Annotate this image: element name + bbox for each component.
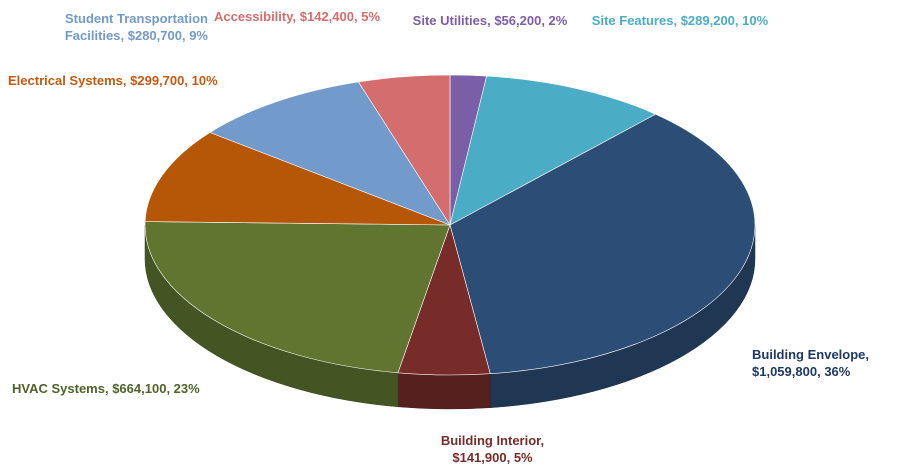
slice-top bbox=[449, 75, 657, 226]
label-percent: 36% bbox=[824, 364, 851, 379]
label-category: Student Transportation Facilities bbox=[64, 11, 208, 43]
label-separator: , bbox=[734, 13, 743, 28]
label-separator: , bbox=[181, 28, 190, 43]
label-value: $289,200 bbox=[680, 13, 735, 28]
slice-top bbox=[144, 221, 451, 374]
label-separator: , bbox=[506, 450, 514, 465]
label-percent: 23% bbox=[173, 381, 200, 396]
data-label: Student Transportation Facilities, $280,… bbox=[12, 10, 208, 44]
label-category: Building Interior bbox=[440, 433, 541, 448]
label-value: $1,059,800 bbox=[752, 364, 818, 379]
label-value: $141,900 bbox=[452, 450, 507, 465]
label-value: $142,400 bbox=[299, 9, 354, 24]
label-separator: , bbox=[122, 73, 131, 88]
label-percent: 5% bbox=[361, 9, 381, 24]
data-label: HVAC Systems, $664,100, 23% bbox=[12, 380, 202, 397]
slice-top bbox=[449, 113, 756, 375]
label-percent: 9% bbox=[189, 28, 208, 43]
slice-top bbox=[144, 132, 451, 226]
label-value: $664,100 bbox=[112, 381, 167, 396]
label-separator: , bbox=[292, 9, 300, 24]
label-category: Accessibility bbox=[213, 9, 293, 24]
label-percent: 5% bbox=[513, 450, 533, 465]
label-separator: , bbox=[184, 73, 192, 88]
data-label: Building Envelope, $1,059,800, 36% bbox=[752, 346, 902, 380]
slice bbox=[357, 74, 451, 227]
label-separator: , bbox=[166, 381, 174, 396]
label-value: $299,700 bbox=[130, 73, 185, 88]
data-label: Electrical Systems, $299,700, 10% bbox=[8, 72, 268, 89]
label-category: HVAC Systems bbox=[12, 381, 105, 396]
slice bbox=[209, 81, 451, 226]
slice bbox=[144, 221, 451, 408]
slice bbox=[449, 75, 657, 226]
label-separator: , bbox=[541, 13, 549, 28]
label-category: Building Envelope bbox=[752, 347, 866, 362]
label-value: $280,700 bbox=[127, 28, 182, 43]
data-label: Site Features, $289,200, 10% bbox=[590, 12, 770, 29]
label-percent: 2% bbox=[548, 13, 568, 28]
label-separator: , bbox=[487, 13, 495, 28]
label-separator: , bbox=[353, 9, 362, 24]
label-separator: , bbox=[673, 13, 681, 28]
slice bbox=[449, 113, 756, 408]
label-value: $56,200 bbox=[494, 13, 542, 28]
data-label: Site Utilities, $56,200, 2% bbox=[400, 12, 580, 29]
data-label: Building Interior, $141,900, 5% bbox=[425, 432, 560, 466]
label-separator: , bbox=[120, 28, 128, 43]
slice-side bbox=[397, 372, 491, 410]
label-category: Electrical Systems bbox=[8, 73, 123, 88]
label-category: Site Utilities bbox=[412, 13, 488, 28]
data-label: Accessibility, $142,400, 5% bbox=[212, 8, 382, 25]
label-separator: , bbox=[817, 364, 825, 379]
slice-top bbox=[357, 74, 451, 227]
slice bbox=[144, 132, 451, 226]
slice-top bbox=[209, 81, 451, 226]
label-percent: 10% bbox=[742, 13, 769, 28]
label-separator: , bbox=[540, 433, 545, 448]
label-percent: 10% bbox=[191, 73, 218, 88]
label-separator: , bbox=[104, 381, 113, 396]
label-category: Site Features bbox=[591, 13, 674, 28]
label-separator: , bbox=[865, 347, 870, 362]
